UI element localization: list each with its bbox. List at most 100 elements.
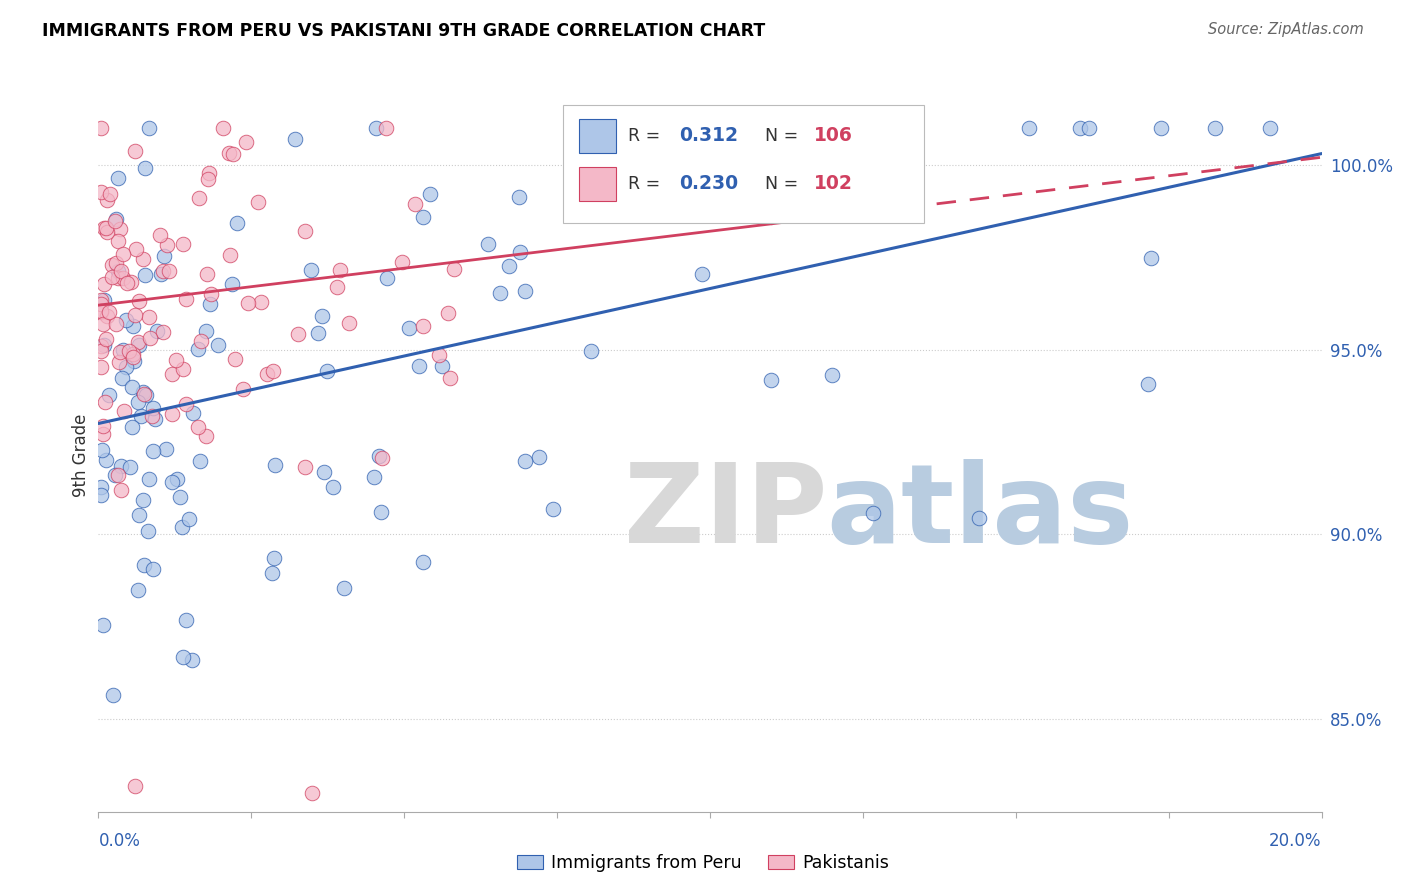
Point xyxy=(156,238,179,252)
Point xyxy=(187,342,209,356)
Text: N =: N = xyxy=(765,127,804,145)
Point xyxy=(110,222,132,236)
Point xyxy=(124,308,146,322)
Point xyxy=(1139,252,1161,266)
Point xyxy=(121,350,143,364)
Point xyxy=(172,237,194,252)
Point xyxy=(321,480,343,494)
Text: R =: R = xyxy=(628,175,666,193)
Point xyxy=(160,407,183,421)
Point xyxy=(107,264,129,278)
Point xyxy=(1204,120,1226,135)
Point xyxy=(299,263,322,277)
Point xyxy=(98,305,121,319)
Point xyxy=(157,264,180,278)
Point xyxy=(138,310,160,325)
Point xyxy=(246,195,269,210)
Point xyxy=(176,292,198,306)
Point xyxy=(111,371,134,385)
Point xyxy=(107,171,129,186)
Point xyxy=(172,361,194,376)
Point xyxy=(105,212,128,227)
Point xyxy=(263,551,285,566)
Point xyxy=(131,493,153,508)
Point xyxy=(90,339,112,353)
Point xyxy=(690,267,713,281)
Point xyxy=(121,319,143,334)
Point xyxy=(135,387,157,401)
Point xyxy=(104,467,127,482)
Point xyxy=(97,388,120,402)
Point xyxy=(294,224,316,238)
Point xyxy=(174,613,197,627)
Point xyxy=(194,324,217,338)
Point xyxy=(141,409,163,423)
Point xyxy=(91,419,114,434)
Text: 102: 102 xyxy=(814,174,853,194)
Point xyxy=(172,649,194,664)
Point xyxy=(125,242,148,256)
Point xyxy=(326,280,349,294)
Point xyxy=(262,364,284,378)
Point xyxy=(194,429,217,443)
Point xyxy=(107,234,129,248)
Point xyxy=(98,187,121,202)
Point xyxy=(221,277,243,292)
Point xyxy=(93,618,115,632)
Point xyxy=(149,267,172,281)
Point xyxy=(107,270,129,285)
Text: R =: R = xyxy=(628,127,666,145)
Point xyxy=(121,419,143,434)
Point xyxy=(337,316,360,330)
Point xyxy=(139,331,162,345)
Point xyxy=(93,317,115,331)
Point xyxy=(96,309,118,323)
Point xyxy=(509,244,531,259)
Point xyxy=(134,268,156,283)
Point xyxy=(122,353,145,368)
Point xyxy=(152,263,174,277)
Point xyxy=(132,252,155,267)
Point xyxy=(443,262,465,277)
Point xyxy=(124,145,146,159)
Point xyxy=(90,293,112,307)
Point xyxy=(439,371,461,385)
Point xyxy=(108,344,131,359)
Point xyxy=(111,270,134,285)
Point xyxy=(222,146,245,161)
Point xyxy=(127,395,149,409)
Point xyxy=(90,344,112,359)
Point xyxy=(122,347,145,361)
Point xyxy=(218,145,240,160)
Text: atlas: atlas xyxy=(827,458,1133,566)
Point xyxy=(967,510,990,524)
Point xyxy=(329,263,352,277)
Point xyxy=(169,490,191,504)
Point xyxy=(90,297,112,311)
Text: N =: N = xyxy=(765,175,804,193)
Point xyxy=(146,324,169,338)
Point xyxy=(312,465,335,479)
Point xyxy=(131,384,153,399)
Point xyxy=(91,426,114,441)
Text: ZIP: ZIP xyxy=(624,458,828,566)
Point xyxy=(104,214,127,228)
Point xyxy=(1258,120,1281,135)
Point xyxy=(115,359,138,374)
Point xyxy=(110,459,132,474)
Point xyxy=(94,453,117,467)
Point xyxy=(862,506,884,520)
Point xyxy=(498,259,520,273)
Text: Source: ZipAtlas.com: Source: ZipAtlas.com xyxy=(1208,22,1364,37)
Point xyxy=(93,277,115,291)
Point xyxy=(134,387,156,401)
Point xyxy=(311,310,333,324)
Point xyxy=(1136,377,1159,392)
Point xyxy=(129,409,152,423)
Point xyxy=(581,344,603,359)
Point xyxy=(180,653,202,667)
Point xyxy=(138,472,160,486)
Point xyxy=(128,338,150,352)
Point xyxy=(287,326,309,341)
Point xyxy=(96,225,118,239)
